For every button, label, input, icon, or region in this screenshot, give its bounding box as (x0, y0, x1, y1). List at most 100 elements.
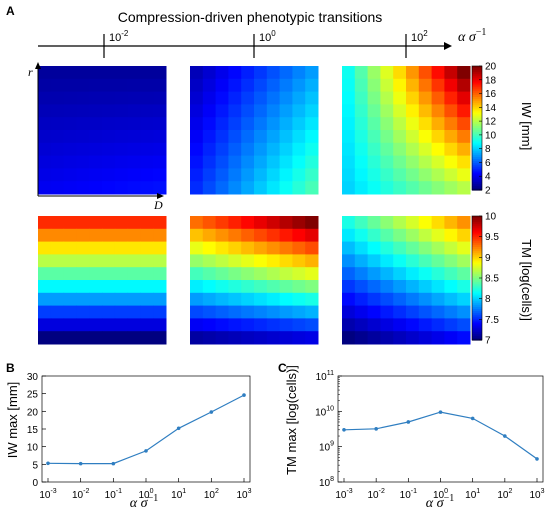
heatmap-cell (127, 117, 141, 131)
heatmap-cell (367, 66, 381, 80)
heatmap-cell (266, 117, 281, 131)
colorbar-swatch (472, 112, 482, 116)
colorbar-tick-label: 9.5 (485, 232, 499, 243)
colorbar-swatch (472, 71, 482, 75)
heatmap-cell (153, 130, 167, 144)
heatmap-cell (38, 78, 52, 93)
heatmap-cell (393, 318, 407, 332)
heatmap-cell (393, 130, 407, 144)
heatmap-cell (305, 142, 319, 157)
colorbar-swatch (472, 291, 482, 295)
heatmap-cell (254, 331, 268, 345)
heatmap-cell (418, 142, 433, 157)
heatmap-cell (202, 241, 217, 255)
heatmap-cell (457, 331, 471, 345)
colorbar-swatch (472, 297, 482, 300)
heatmap-tm-2 (190, 216, 319, 345)
heatmap-cell (393, 241, 407, 255)
data-point (406, 420, 411, 424)
heatmap-cell (50, 155, 65, 169)
heatmap-cell (102, 280, 116, 294)
heatmap-cell (354, 216, 369, 230)
heatmap-cell (50, 280, 65, 294)
heatmap-cell (114, 331, 129, 345)
heatmap-cell (292, 241, 306, 255)
y-tick-label: 5 (32, 460, 38, 471)
heatmap-cell (418, 280, 433, 294)
colorbar-tick-label: 2 (485, 186, 491, 197)
heatmap-cell (354, 331, 369, 345)
heatmap-cell (380, 254, 394, 268)
chart-c-ylabel: TM max [log(cells)] (284, 365, 299, 475)
colorbar-swatch (472, 160, 482, 164)
colorbar-frame (471, 65, 483, 191)
colorbar-swatch (472, 137, 482, 141)
heatmap-cell (127, 168, 141, 182)
colorbar-swatch (472, 247, 482, 250)
colorbar-swatch (472, 248, 482, 252)
heatmap-cell (305, 117, 319, 131)
heatmap-cell (102, 155, 116, 169)
colorbar-swatch (472, 250, 482, 254)
heatmap-cell (63, 331, 77, 345)
colorbar-swatch (472, 176, 482, 179)
heatmap-cell (279, 241, 293, 255)
colorbar-swatch (472, 243, 482, 246)
heatmap-cell (114, 305, 129, 319)
heatmap-cell (241, 241, 255, 255)
colorbar-swatch (472, 307, 482, 310)
heatmap-cell (38, 91, 52, 105)
colorbar-swatch (472, 279, 482, 283)
heatmap-cell (76, 168, 90, 182)
heatmap-cell (431, 117, 445, 131)
heatmap-cell (367, 216, 381, 230)
colorbar-swatch (472, 66, 482, 69)
heatmap-cell (380, 78, 394, 93)
colorbar-swatch (472, 305, 482, 308)
colorbar-swatch (472, 332, 482, 335)
heatmap-cell (254, 66, 268, 80)
heatmap-cell (89, 142, 103, 157)
heatmap-cell (50, 117, 65, 131)
heatmap-cell (444, 91, 458, 105)
data-point (535, 457, 539, 461)
colorbar-swatch (472, 330, 482, 333)
heatmap-cell (266, 168, 281, 182)
heatmap-cell (292, 66, 306, 80)
heatmap-cell (241, 117, 255, 131)
data-point (209, 410, 214, 414)
colorbar-tick-label: 20 (485, 62, 497, 73)
x-tick-label: 100 (433, 488, 448, 501)
heatmap-cell (241, 181, 255, 195)
heatmap-cell (114, 130, 129, 144)
data-point (111, 461, 116, 466)
heatmap-cell (127, 130, 141, 144)
heatmap-cell (342, 305, 356, 319)
heatmap-cell (266, 130, 281, 144)
heatmap-cell (431, 305, 445, 319)
colorbar-swatch (472, 309, 482, 312)
heatmap-cell (406, 292, 420, 307)
heatmap-cell (342, 228, 356, 243)
heatmap-cell (228, 66, 242, 80)
heatmap-cell (354, 241, 369, 255)
x-tick-label: 103 (529, 488, 544, 501)
heatmap-cell (305, 318, 319, 332)
colorbar-swatch (472, 133, 482, 137)
heatmap-cell (457, 280, 471, 294)
heatmap-cell (140, 66, 154, 80)
heatmap-cell (354, 267, 369, 281)
heatmap-cell (292, 267, 306, 281)
heatmap-cell (457, 130, 471, 144)
heatmap-cell (279, 78, 293, 93)
colorbar-swatch (472, 104, 482, 108)
colorbar-swatch (472, 155, 482, 158)
heatmap-cell (406, 181, 420, 195)
heatmap-cell (63, 228, 77, 243)
heatmap-cell (292, 254, 306, 268)
heatmap-cell (254, 228, 268, 243)
heatmap-cell (127, 305, 141, 319)
heatmap-cell (153, 318, 167, 332)
heatmap-cell (342, 142, 356, 157)
heatmap-cell (266, 318, 281, 332)
